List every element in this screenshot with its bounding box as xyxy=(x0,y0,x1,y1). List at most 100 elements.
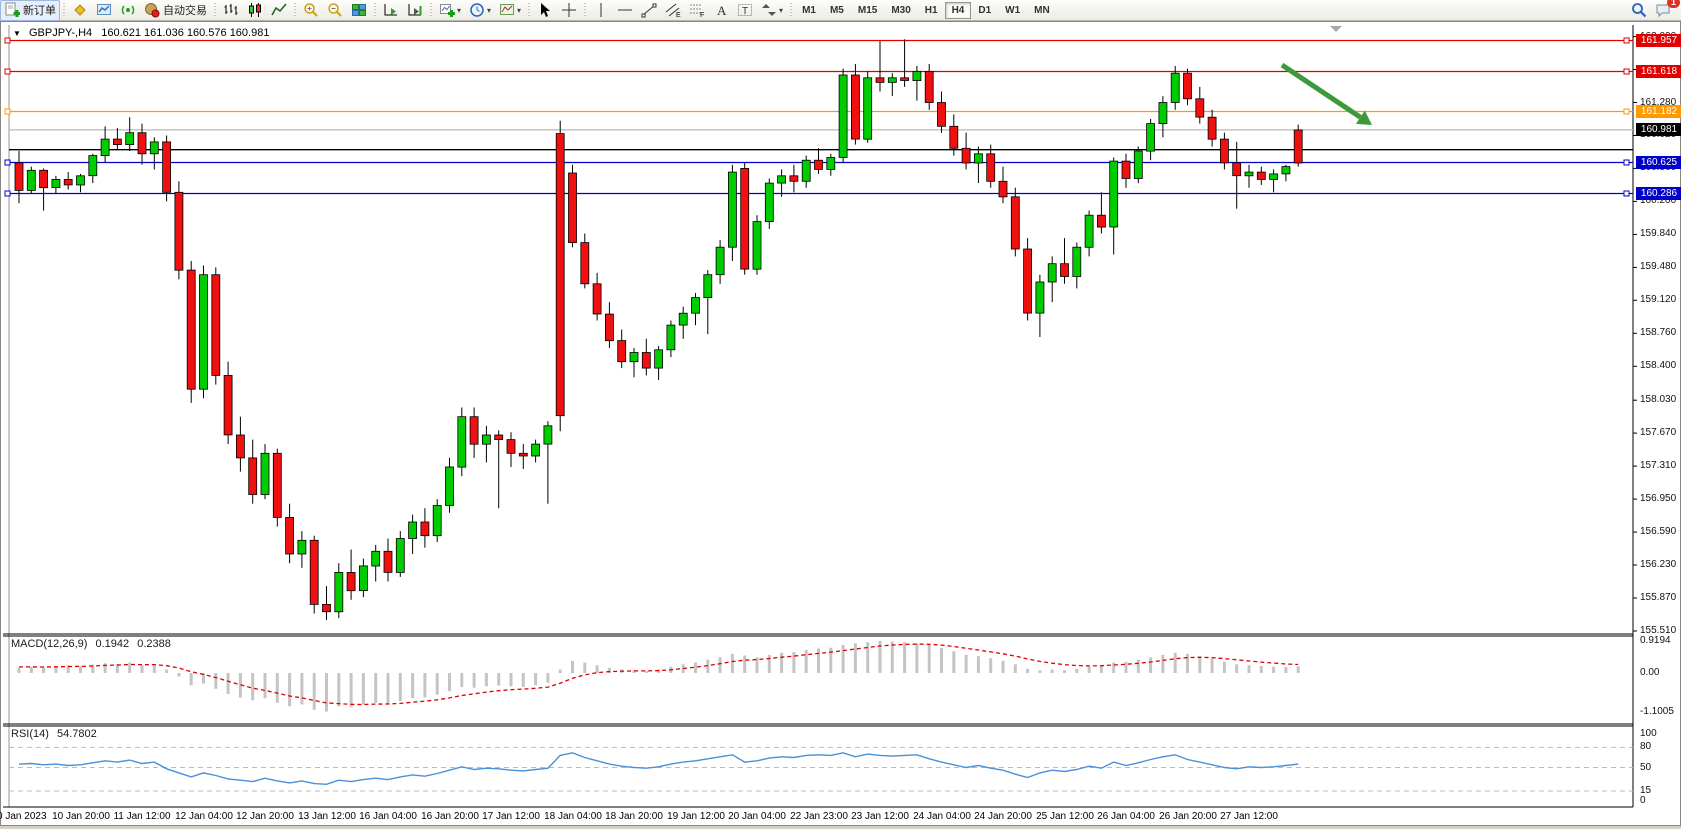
crosshair-button[interactable] xyxy=(557,0,581,21)
candle-body xyxy=(629,352,639,363)
candle-body xyxy=(986,153,996,182)
search-button[interactable] xyxy=(1627,0,1651,21)
chevron-down-icon[interactable]: ▾ xyxy=(487,5,492,15)
time-axis-label[interactable]: 27 Jan 12:00 xyxy=(1220,811,1278,822)
trend-arrow-annotation[interactable] xyxy=(1280,62,1362,120)
chart-shift-marker[interactable] xyxy=(1330,26,1342,32)
svg-text:A: A xyxy=(717,3,727,18)
gold-button[interactable] xyxy=(68,0,92,21)
candle-body xyxy=(51,178,61,188)
symbol-period-label: GBPJPY-,H4 xyxy=(28,27,93,39)
periods-button[interactable]: ▾ xyxy=(465,0,495,21)
candle-body xyxy=(186,269,196,390)
time-axis-label[interactable]: 16 Jan 20:00 xyxy=(421,811,479,822)
candle-body xyxy=(395,538,405,573)
channel-button[interactable]: E xyxy=(661,0,685,21)
new-order-button[interactable]: 新订单 xyxy=(0,0,60,21)
time-axis-label[interactable]: 23 Jan 12:00 xyxy=(851,811,909,822)
time-axis-label[interactable]: 13 Jan 12:00 xyxy=(298,811,356,822)
timeframe-m30-button[interactable]: M30 xyxy=(891,4,911,16)
timeframe-m15-button[interactable]: M15 xyxy=(857,4,878,16)
rsi-line xyxy=(18,752,1299,786)
bar-chart-button[interactable] xyxy=(219,0,243,21)
chat-button[interactable]: 1 xyxy=(1651,0,1680,21)
hline-anchor-right[interactable] xyxy=(1623,108,1630,115)
candle-chart-button[interactable] xyxy=(243,0,267,21)
time-axis-label[interactable]: 18 Jan 04:00 xyxy=(544,811,602,822)
time-axis-label[interactable]: 19 Jan 12:00 xyxy=(667,811,725,822)
time-axis-label[interactable]: 24 Jan 04:00 xyxy=(913,811,971,822)
time-axis-label[interactable]: 12 Jan 04:00 xyxy=(175,811,233,822)
time-axis-label[interactable]: 18 Jan 20:00 xyxy=(605,811,663,822)
chevron-down-icon[interactable]: ▾ xyxy=(517,5,522,15)
zoom-in-button[interactable] xyxy=(299,0,323,21)
time-axis-label[interactable]: 22 Jan 23:00 xyxy=(790,811,848,822)
time-axis-label[interactable]: 10 Jan 2023 xyxy=(0,811,47,822)
chart-shift-button[interactable] xyxy=(403,0,427,21)
candle-body xyxy=(1133,150,1143,179)
cursor-button[interactable] xyxy=(533,0,557,21)
time-axis-label[interactable]: 24 Jan 20:00 xyxy=(974,811,1032,822)
text-button[interactable]: A xyxy=(709,0,733,21)
chart-canvas[interactable] xyxy=(1,22,1681,827)
hline-anchor-right[interactable] xyxy=(1623,68,1630,75)
price-tick-label: 159.840 xyxy=(1640,228,1677,239)
timeframe-w1-button[interactable]: W1 xyxy=(1005,4,1021,16)
hline-anchor-left[interactable] xyxy=(4,159,11,166)
hline-anchor-left[interactable] xyxy=(4,37,11,44)
label-button[interactable]: T xyxy=(733,0,757,21)
vline-button[interactable] xyxy=(589,0,613,21)
timeframe-h4-button[interactable]: H4 xyxy=(944,1,972,19)
timeframe-m5-button[interactable]: M5 xyxy=(829,4,844,16)
timeframe-mn-button[interactable]: MN xyxy=(1034,4,1050,16)
time-axis-label[interactable]: 20 Jan 04:00 xyxy=(728,811,786,822)
timeframe-h1-button[interactable]: H1 xyxy=(924,4,938,16)
time-axis-label[interactable]: 26 Jan 04:00 xyxy=(1097,811,1155,822)
chevron-down-icon[interactable]: ▾ xyxy=(457,5,462,15)
candle-body xyxy=(1281,166,1291,175)
time-axis-label[interactable]: 12 Jan 20:00 xyxy=(236,811,294,822)
auto-scroll-button[interactable] xyxy=(379,0,403,21)
hline-anchor-right[interactable] xyxy=(1623,190,1630,197)
candle-body xyxy=(531,443,540,457)
time-axis-label[interactable]: 17 Jan 12:00 xyxy=(482,811,540,822)
candle-body xyxy=(285,517,295,555)
charts-button[interactable] xyxy=(92,0,116,21)
hline-anchor-left[interactable] xyxy=(4,190,11,197)
chart-menu-icon[interactable]: ▼ xyxy=(13,29,21,38)
time-axis-label[interactable]: 16 Jan 04:00 xyxy=(359,811,417,822)
time-axis-label[interactable]: 11 Jan 12:00 xyxy=(113,811,171,822)
hline-anchor-left[interactable] xyxy=(4,108,11,115)
trendline-button[interactable] xyxy=(637,0,661,21)
candle-body xyxy=(764,182,774,223)
time-axis-label[interactable]: 26 Jan 20:00 xyxy=(1159,811,1217,822)
templates-button[interactable]: ▾ xyxy=(495,0,525,21)
signals-button[interactable] xyxy=(116,0,140,21)
hline-anchor-right[interactable] xyxy=(1623,37,1630,44)
chevron-down-icon[interactable]: ▾ xyxy=(779,5,784,15)
timeframe-d1-button[interactable]: D1 xyxy=(978,4,992,16)
time-axis-label[interactable]: 10 Jan 20:00 xyxy=(52,811,110,822)
timeframe-m1-button[interactable]: M1 xyxy=(802,4,816,16)
candle-body xyxy=(1084,214,1094,248)
price-badge: 161.957 xyxy=(1636,34,1681,47)
price-tick-label: 156.230 xyxy=(1640,559,1677,570)
arrows-button[interactable]: ▾ xyxy=(757,0,787,21)
zoom-out-button[interactable] xyxy=(323,0,347,21)
time-axis-label[interactable]: 25 Jan 12:00 xyxy=(1036,811,1094,822)
new-chart-button[interactable]: ▾ xyxy=(435,0,465,21)
tile-windows-button[interactable] xyxy=(347,0,371,21)
macd-axis-label: 0.00 xyxy=(1640,667,1660,678)
price-tick-label: 155.870 xyxy=(1640,592,1677,603)
candle-body xyxy=(371,550,381,567)
auto-trading-button[interactable]: 自动交易 xyxy=(140,0,211,21)
candle-body xyxy=(592,283,602,315)
toolbar-left: 新订单 自动交易 ▾ ▾ ▾ E F A T ▾ M1 M5 M15 M30 H1 H4 D1 W1 MN xyxy=(0,0,1057,21)
price-panel-bg[interactable] xyxy=(9,25,1633,634)
fibonacci-button[interactable]: F xyxy=(685,0,709,21)
hline-anchor-left[interactable] xyxy=(4,68,11,75)
chart-window[interactable]: ▼ GBPJPY-,H4 160.621 161.036 160.576 160… xyxy=(0,21,1681,826)
hline-anchor-right[interactable] xyxy=(1623,159,1630,166)
hline-button[interactable] xyxy=(613,0,637,21)
line-chart-button[interactable] xyxy=(267,0,291,21)
